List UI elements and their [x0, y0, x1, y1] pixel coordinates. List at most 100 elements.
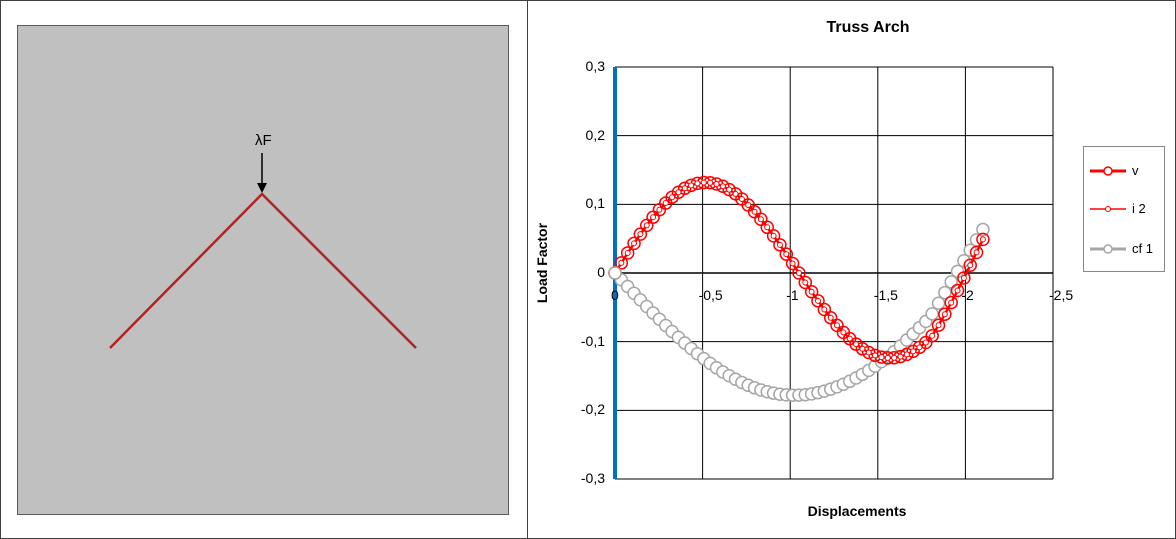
series-v-point: [760, 220, 774, 235]
series-i2-point: [776, 241, 783, 248]
series-i2-point: [941, 311, 948, 318]
legend-swatch-cf1: [1090, 244, 1126, 254]
series-v-point: [785, 256, 800, 271]
series-v-point: [633, 227, 648, 241]
x-axis-label: Displacements: [807, 503, 907, 519]
y-tick-label: 0,2: [585, 126, 605, 143]
series-i2-point: [960, 275, 967, 282]
series-i2-point: [650, 214, 657, 221]
series-i2-point: [618, 259, 625, 266]
legend-label-i2: i 2: [1132, 201, 1146, 216]
legend-item-v: v: [1084, 161, 1164, 181]
y-tick-label: -0,3: [580, 470, 605, 486]
series-cf1-point: [944, 275, 958, 289]
series-v-point: [931, 318, 946, 333]
truss-diagram: [109, 153, 417, 349]
series-i2-point: [827, 314, 834, 321]
series-v-point: [779, 247, 794, 261]
y-tick-label: -0,1: [580, 332, 605, 349]
series-i2-point: [884, 354, 891, 361]
series-i2-point: [891, 354, 898, 361]
series-i2-point: [675, 189, 682, 196]
series-i2-point: [631, 240, 638, 247]
series-i2-point: [910, 348, 917, 355]
series-v-point: [969, 245, 984, 260]
series-v-point: [627, 236, 641, 251]
series-i2-point: [859, 345, 866, 352]
load-arrow-head: [257, 183, 267, 193]
series-v-point: [938, 307, 952, 321]
x-tick-label: -1: [786, 287, 799, 303]
series-i2-point: [681, 185, 688, 192]
series-i2-point: [916, 344, 923, 351]
series-v-point: [950, 283, 965, 298]
series-v-point: [766, 229, 781, 243]
series-i2-point: [897, 353, 904, 360]
series-i2-point: [821, 306, 828, 313]
series-i2-point: [878, 354, 885, 361]
y-tick-label: 0,1: [585, 195, 605, 212]
series-cf1-point: [931, 296, 946, 310]
series-i2-point: [764, 224, 771, 231]
series-cf1-point: [608, 266, 622, 280]
series-i2-point: [865, 349, 872, 356]
series-i2-point: [795, 270, 802, 276]
series-i2-point: [967, 262, 974, 269]
series-i2-point: [935, 322, 942, 329]
series-i2-point: [757, 216, 764, 223]
series-i2-point: [656, 206, 663, 213]
series-v-point: [773, 238, 787, 252]
truss-diagram-panel: λF: [17, 25, 509, 515]
legend-item-i2: i 2: [1084, 199, 1164, 219]
panel-divider: [527, 0, 528, 539]
series-i2-point: [872, 352, 879, 359]
x-tick-label: -0,5: [698, 287, 723, 303]
series-i2-point: [814, 297, 821, 304]
x-tick-label: -2: [961, 287, 974, 303]
chart-title: Truss Arch: [826, 19, 910, 36]
series-i2-point: [783, 251, 790, 258]
series-i2-point: [624, 250, 631, 257]
legend-item-cf1: cf 1: [1084, 239, 1164, 259]
series-i2-point: [700, 179, 707, 186]
y-axis-label: Load Factor: [534, 222, 550, 304]
y-tick-label: 0,3: [585, 58, 605, 74]
series-i2-point: [954, 287, 961, 294]
plot-area: [608, 66, 1054, 480]
series-i2-point: [745, 201, 752, 208]
series-v-point: [614, 256, 629, 270]
series-i2-point: [713, 180, 720, 187]
legend: v i 2 cf 1: [1083, 146, 1165, 272]
series-i2-point: [834, 322, 841, 329]
series-i2-point: [662, 200, 669, 207]
series-v-point: [963, 258, 977, 273]
y-tick-label: -0,2: [580, 401, 605, 418]
series-i2-point: [948, 299, 955, 306]
series-cf1-point: [976, 222, 990, 237]
legend-label-cf1: cf 1: [1132, 241, 1153, 256]
series-i2-point: [694, 180, 701, 187]
series-i2-point: [846, 335, 853, 342]
y-tick-label: 0: [597, 264, 605, 280]
series-i2-point: [738, 195, 745, 202]
legend-swatch-v: [1090, 166, 1126, 176]
series-i2-point: [853, 341, 860, 348]
series-i2-point: [929, 332, 936, 339]
series-i2-point: [637, 231, 644, 238]
series-i2-point: [840, 329, 847, 336]
series-i2-point: [751, 208, 758, 215]
series-i2-point: [789, 260, 796, 267]
chart-area: Truss Arch 0 -0,5 -1 -1,5 -2 -2,5 0,3 0,2 0,1 0 -0…: [528, 0, 1174, 539]
series-i2-point: [808, 288, 815, 295]
series-i2-point: [732, 190, 739, 197]
x-tick-label: 0: [611, 287, 619, 303]
series-i2-point: [979, 236, 986, 243]
series-v-point: [957, 271, 971, 285]
series-v-point: [976, 232, 990, 247]
series-i2-point: [973, 249, 980, 256]
legend-label-v: v: [1132, 163, 1139, 178]
series-v-point: [804, 285, 819, 299]
legend-swatch-i2: [1090, 206, 1126, 212]
series-v-point: [798, 275, 813, 290]
series-cf1-point: [925, 307, 939, 321]
